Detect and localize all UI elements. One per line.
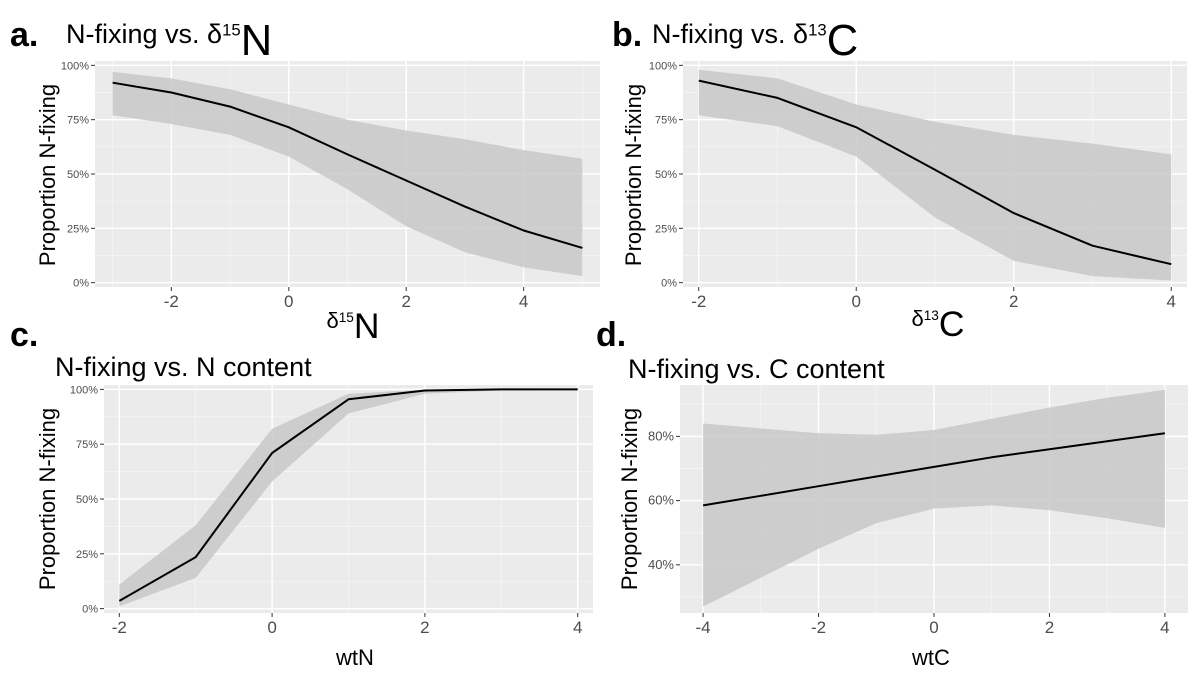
y-axis-title: Proportion N-fixing (35, 408, 60, 590)
panel-title-post: C (827, 17, 858, 65)
fitted-line (112, 81, 583, 249)
panel-title-sup: 13 (808, 20, 827, 39)
panel-letter: b. (612, 16, 642, 54)
y-tick-label: 100% (649, 60, 677, 72)
x-axis-title-sup: 13 (924, 308, 939, 323)
x-axis-title-post: C (939, 304, 965, 344)
panel-c: c. N-fixing vs. N content 0% 25% 50% 75% 100% -… (10, 316, 593, 670)
y-tick-label: 100% (70, 384, 98, 396)
x-tick-label: 2 (401, 292, 410, 311)
y-tick-label: 75% (76, 439, 98, 451)
panel-title-pre: N-fixing vs. δ (652, 19, 808, 49)
confidence-ribbon (698, 69, 1172, 281)
panel-d: d.N-fixing vs. C content 40% 60% 80% -4 -2 0 2 4… (596, 316, 1188, 670)
x-tick-label: 0 (852, 292, 861, 311)
x-tick-label: 4 (1167, 292, 1176, 311)
x-axis-title-pre: δ (326, 308, 338, 333)
x-tick-label: 2 (1045, 618, 1054, 637)
x-tick-label: -4 (696, 618, 711, 637)
y-tick-label: 50% (76, 494, 98, 506)
panel-letter: c. (10, 316, 38, 354)
fitted-line (702, 432, 1166, 507)
y-tick-label: 25% (76, 549, 98, 561)
x-axis-title-sup: 15 (339, 310, 354, 325)
x-tick-label: 2 (420, 618, 429, 637)
y-tick-label: 25% (655, 223, 677, 235)
panel-title-sup: 15 (222, 20, 241, 39)
y-tick-label: 25% (67, 223, 89, 235)
y-axis-title: Proportion N-fixing (617, 408, 642, 590)
y-tick-label: 75% (655, 115, 677, 127)
x-axis-title-pre: δ (911, 306, 923, 331)
x-tick-label: 4 (519, 292, 528, 311)
y-tick-label: 40% (648, 557, 674, 572)
x-tick-label: 4 (1160, 618, 1169, 637)
confidence-ribbon (703, 389, 1165, 607)
panel-title: N-fixing vs. N content (55, 352, 312, 382)
x-axis-title: δ13C (911, 304, 964, 344)
confidence-ribbon (119, 389, 578, 607)
y-tick-label: 0% (73, 278, 89, 290)
x-tick-label: 0 (929, 618, 938, 637)
y-tick-label: 75% (67, 115, 89, 127)
y-tick-label: 100% (61, 60, 89, 72)
y-tick-label: 50% (67, 169, 89, 181)
panel-title: N-fixing vs. C content (628, 354, 885, 384)
confidence-ribbon (112, 71, 583, 277)
y-axis-title: Proportion N-fixing (35, 84, 60, 266)
x-tick-label: 0 (284, 292, 293, 311)
fitted-line (698, 79, 1172, 266)
x-axis-title: wtN (335, 645, 374, 670)
x-axis-title-post: N (354, 306, 380, 346)
x-tick-label: -2 (112, 618, 127, 637)
x-tick-label: 4 (573, 618, 582, 637)
panel-title-pre: N-fixing vs. δ (66, 19, 222, 49)
x-tick-label: -2 (691, 292, 706, 311)
y-axis-title: Proportion N-fixing (621, 84, 646, 266)
y-tick-label: 50% (655, 169, 677, 181)
y-tick-label: 0% (661, 278, 677, 290)
x-axis-title: wtC (911, 645, 950, 670)
panel-letter: a. (10, 16, 38, 54)
panel-title-post: N (241, 17, 272, 65)
x-axis-title: δ15N (326, 306, 379, 346)
panel-letter: d. (596, 316, 626, 354)
panel-title: N-fixing vs. δ15N (66, 17, 272, 65)
y-tick-label: 0% (82, 604, 98, 616)
x-tick-label: 2 (1009, 292, 1018, 311)
x-tick-label: -2 (811, 618, 826, 637)
x-tick-label: 0 (267, 618, 276, 637)
y-tick-label: 60% (648, 493, 674, 508)
fitted-line (118, 388, 578, 602)
panel-title: N-fixing vs. δ13C (652, 17, 858, 65)
x-tick-label: -2 (164, 292, 179, 311)
y-tick-label: 80% (648, 428, 674, 443)
